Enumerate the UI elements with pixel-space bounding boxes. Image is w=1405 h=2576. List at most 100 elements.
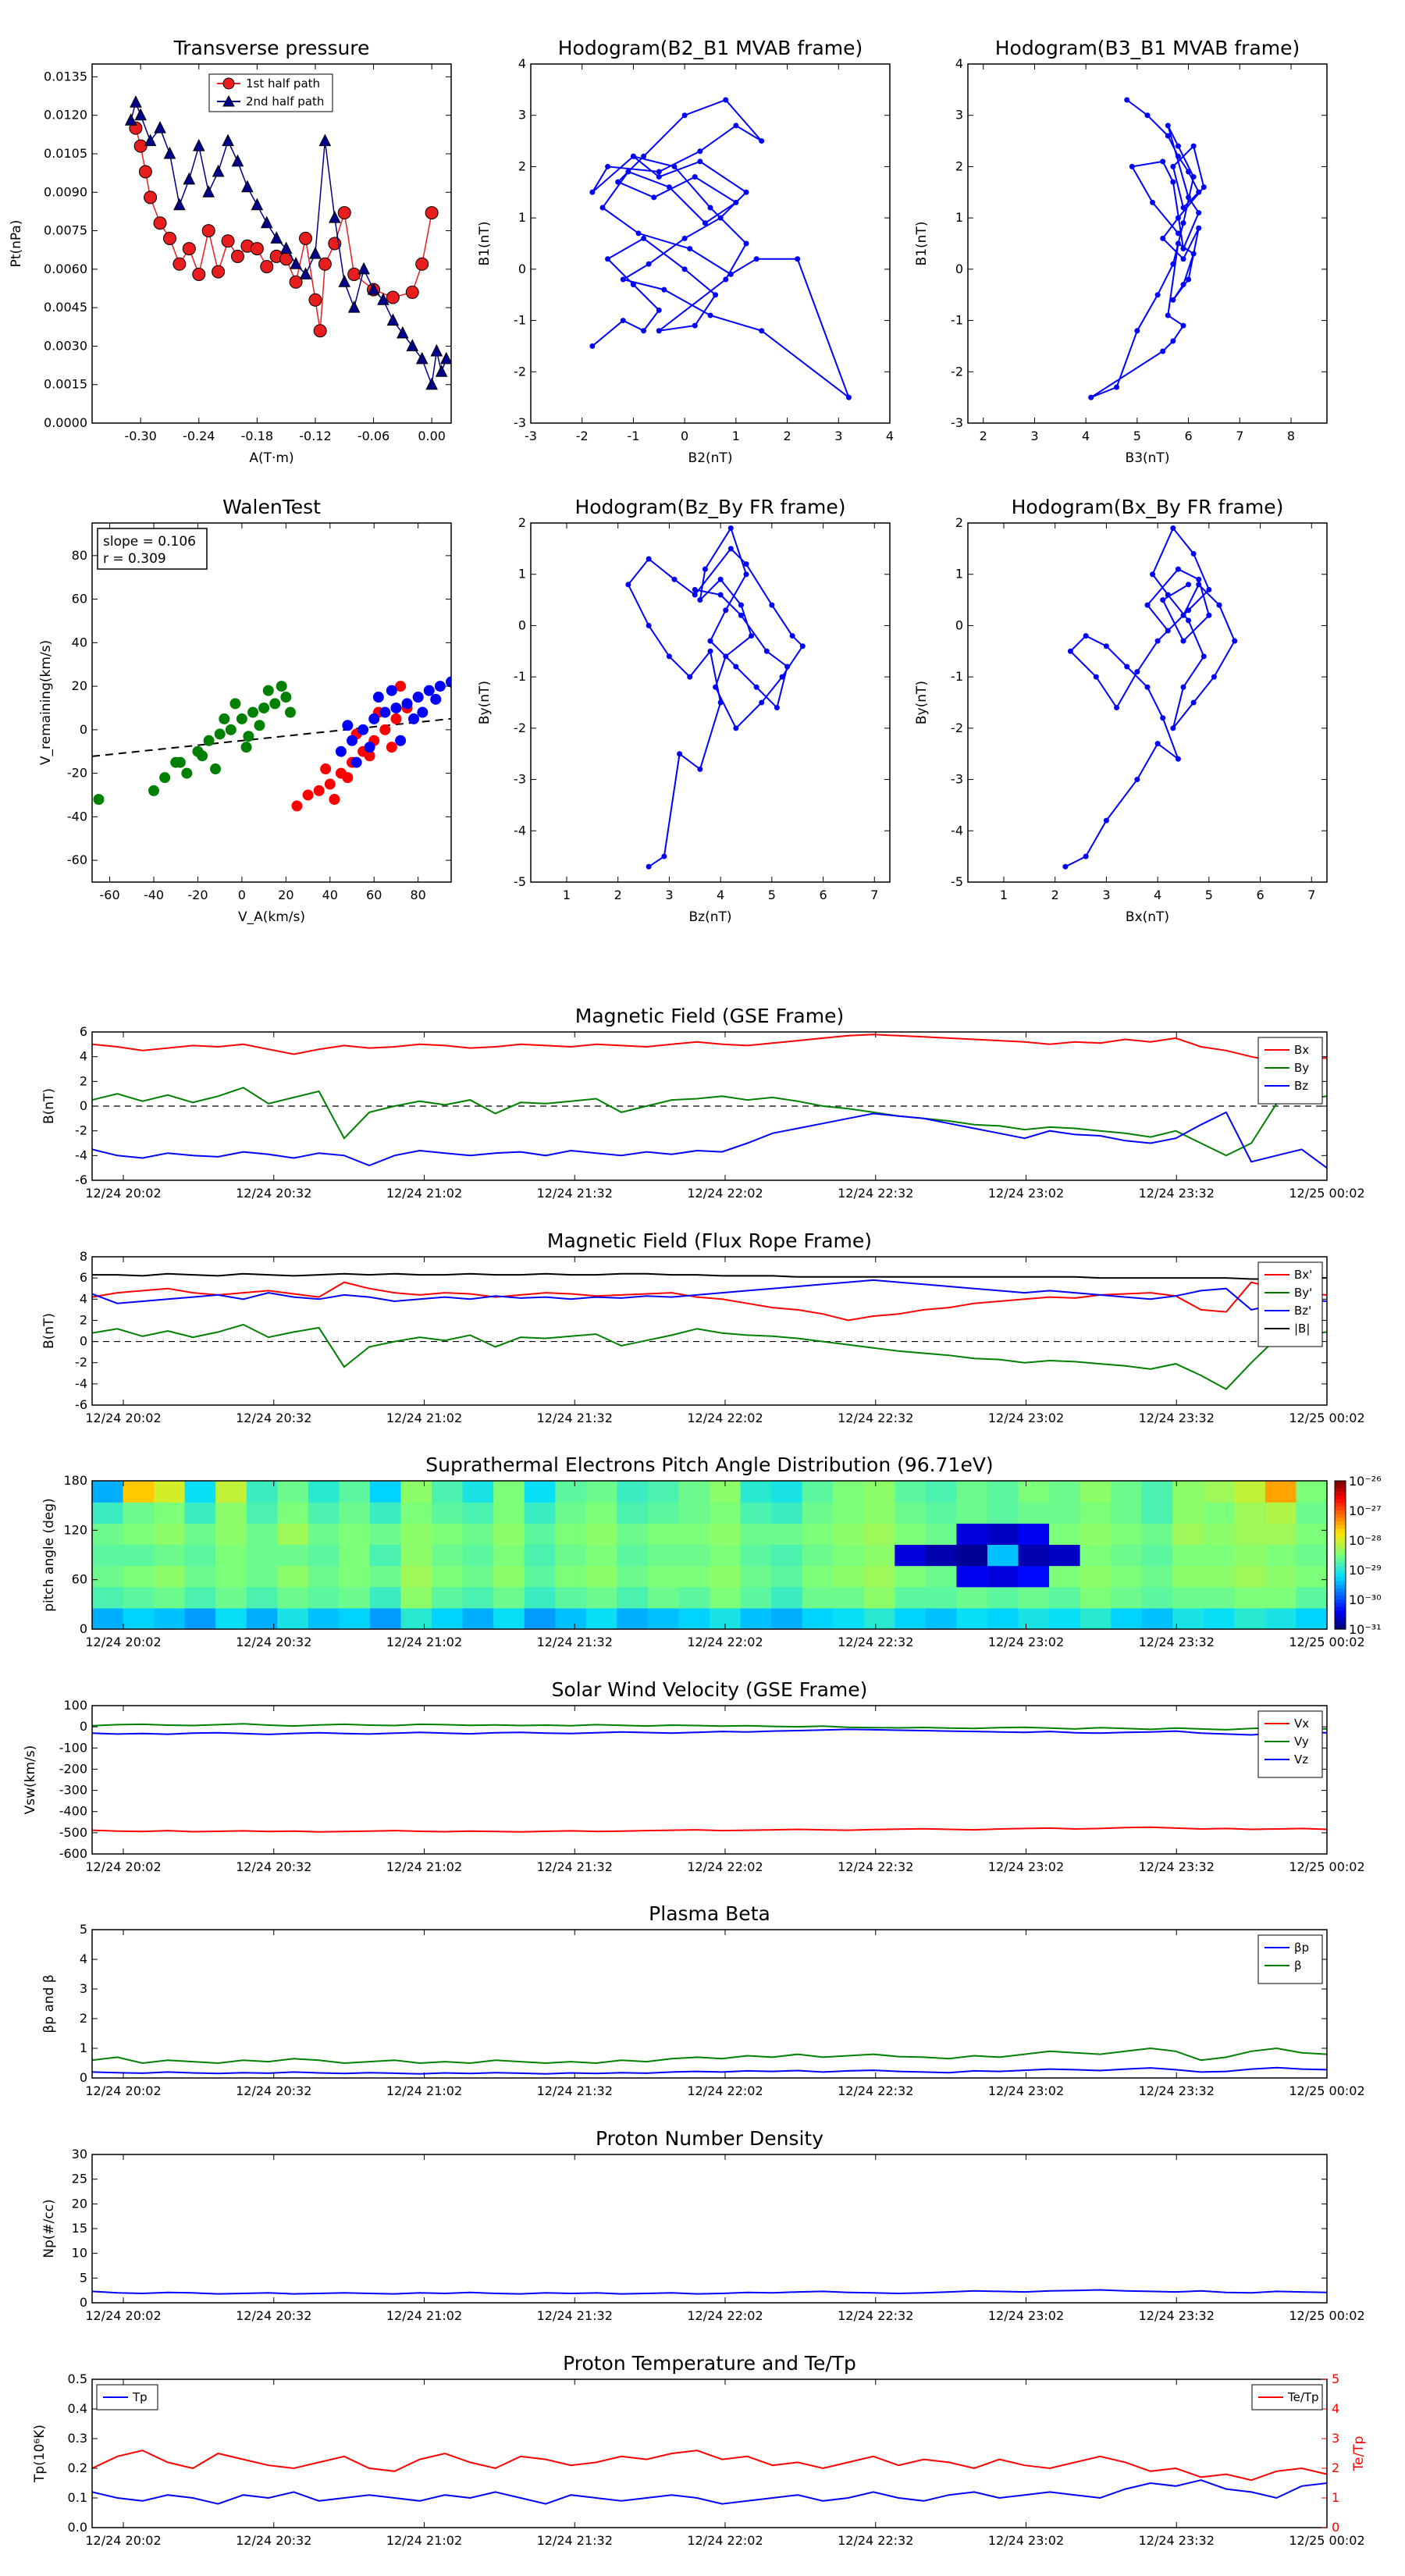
- hodogram-point: [1180, 246, 1186, 252]
- heatmap-cell: [154, 1586, 186, 1609]
- heatmap-cell: [1018, 1502, 1050, 1524]
- y-tick-label: -4: [514, 823, 526, 838]
- y-tick-label: 10: [72, 2246, 87, 2261]
- hodogram-point: [1196, 225, 1202, 231]
- hodogram-point: [656, 328, 662, 334]
- heatmap-cell: [400, 1607, 432, 1629]
- y-tick-label: -600: [59, 1846, 87, 1861]
- hodogram-point: [727, 525, 734, 532]
- x-tick-label: 0: [238, 888, 246, 902]
- time-tick-label: 12/24 20:32: [236, 1859, 311, 1874]
- heatmap-cell: [215, 1565, 247, 1588]
- heatmap-cell: [740, 1586, 772, 1609]
- heatmap-cell: [154, 1502, 186, 1524]
- scatter-point: [276, 681, 287, 692]
- x-tick-label: 6: [1256, 888, 1264, 902]
- point-2nd-half: [144, 133, 157, 147]
- series-line-By': [92, 1323, 1327, 1390]
- point-2nd-half: [430, 343, 443, 357]
- y-tick-label: -100: [59, 1740, 87, 1755]
- panel-title: Proton Temperature and Te/Tp: [563, 2352, 856, 2375]
- hodogram-point: [1200, 184, 1207, 190]
- y-tick-label: 3: [518, 108, 526, 123]
- panel-plasma-beta: Plasma Beta 12/24 20:02 12/24 20:32 12/24 2…: [41, 1902, 1365, 2098]
- scatter-point: [210, 763, 222, 775]
- series-line-Np: [92, 2289, 1327, 2295]
- y-tick-label-right: 4: [1332, 2401, 1339, 2416]
- hodogram-point: [697, 148, 703, 155]
- time-tick-label: 12/24 21:02: [386, 2533, 462, 2548]
- hodogram-point: [723, 97, 729, 103]
- y-tick-label: 2: [955, 515, 963, 530]
- series-line-Bx: [92, 1034, 1327, 1063]
- hodogram-point: [727, 546, 734, 552]
- heatmap-cell: [1049, 1502, 1081, 1524]
- hodogram-point: [1114, 384, 1120, 390]
- scatter-point: [203, 735, 215, 746]
- time-tick-label: 12/24 21:32: [537, 1859, 613, 1874]
- x-tick-label: -2: [576, 429, 589, 443]
- hodogram-point: [789, 633, 795, 639]
- time-tick-label: 12/24 22:32: [838, 2308, 913, 2323]
- y-tick-label: 0.0: [68, 2520, 87, 2535]
- hodogram-point: [1144, 112, 1151, 119]
- scatter-point: [379, 724, 391, 735]
- hodogram-point: [630, 282, 636, 288]
- data-layer: [92, 1481, 1327, 1629]
- hodogram-point: [666, 653, 672, 660]
- scatter-point: [258, 702, 270, 713]
- heatmap-cell: [1111, 1586, 1143, 1609]
- hodogram-point: [1062, 863, 1069, 870]
- colorbar-segment: [1335, 1540, 1346, 1545]
- hodogram-point: [1190, 143, 1197, 149]
- colorbar-segment: [1335, 1573, 1346, 1578]
- y-tick-label: 5: [80, 2270, 87, 2285]
- hodogram-point: [1190, 251, 1197, 257]
- time-tick-label: 12/24 22:32: [838, 2533, 913, 2548]
- x-tick-label: -1: [627, 429, 639, 443]
- colorbar-segment: [1335, 1521, 1346, 1526]
- heatmap-cell: [1080, 1565, 1112, 1588]
- point-2nd-half: [251, 197, 264, 211]
- legend-box: [1257, 1710, 1323, 1778]
- hodogram-point: [759, 699, 765, 706]
- hodogram-point: [1129, 163, 1135, 169]
- heatmap-cell: [710, 1586, 742, 1609]
- heatmap-cell: [895, 1565, 927, 1588]
- hodogram-point: [1186, 582, 1192, 588]
- hodogram-point: [1150, 571, 1156, 578]
- y-tick-label: -2: [75, 1355, 87, 1370]
- x-tick-label: 7: [870, 888, 878, 902]
- y-tick-label: -60: [67, 852, 87, 867]
- legend-marker: [222, 77, 235, 90]
- point-2nd-half: [173, 197, 186, 211]
- heatmap-cell: [678, 1565, 710, 1588]
- point-1st-half: [250, 242, 264, 256]
- y-tick-label: 0.0105: [44, 146, 87, 161]
- y-tick-label: 2: [80, 1312, 87, 1327]
- heatmap-cell: [1018, 1523, 1050, 1546]
- y-tick-label: -3: [514, 772, 526, 787]
- hodogram-path: [592, 98, 851, 400]
- hodogram-point: [692, 322, 698, 329]
- heatmap-cell: [215, 1502, 247, 1524]
- heatmap-cell: [1080, 1544, 1112, 1567]
- hodogram-point: [661, 286, 667, 293]
- heatmap-cell: [92, 1523, 124, 1546]
- hodogram-point: [687, 246, 693, 252]
- scatter-point: [390, 702, 402, 713]
- y-tick-label: 2: [518, 158, 526, 173]
- legend-label: |B|: [1294, 1322, 1310, 1336]
- plot-frame: [91, 2379, 1328, 2528]
- heatmap-cell: [617, 1586, 649, 1609]
- heatmap-cell: [678, 1523, 710, 1546]
- hodogram-point: [1150, 199, 1156, 205]
- plot-frame: [91, 2154, 1328, 2304]
- y-axis-label: Tp(10⁶K): [32, 2425, 48, 2483]
- y-tick-label: -3: [951, 772, 963, 787]
- heatmap-cell: [802, 1544, 834, 1567]
- heatmap-cell: [339, 1523, 371, 1546]
- hodogram-point: [1180, 256, 1186, 262]
- time-tick-label: 12/24 21:32: [537, 1411, 613, 1425]
- time-tick-label: 12/24 22:02: [687, 2533, 763, 2548]
